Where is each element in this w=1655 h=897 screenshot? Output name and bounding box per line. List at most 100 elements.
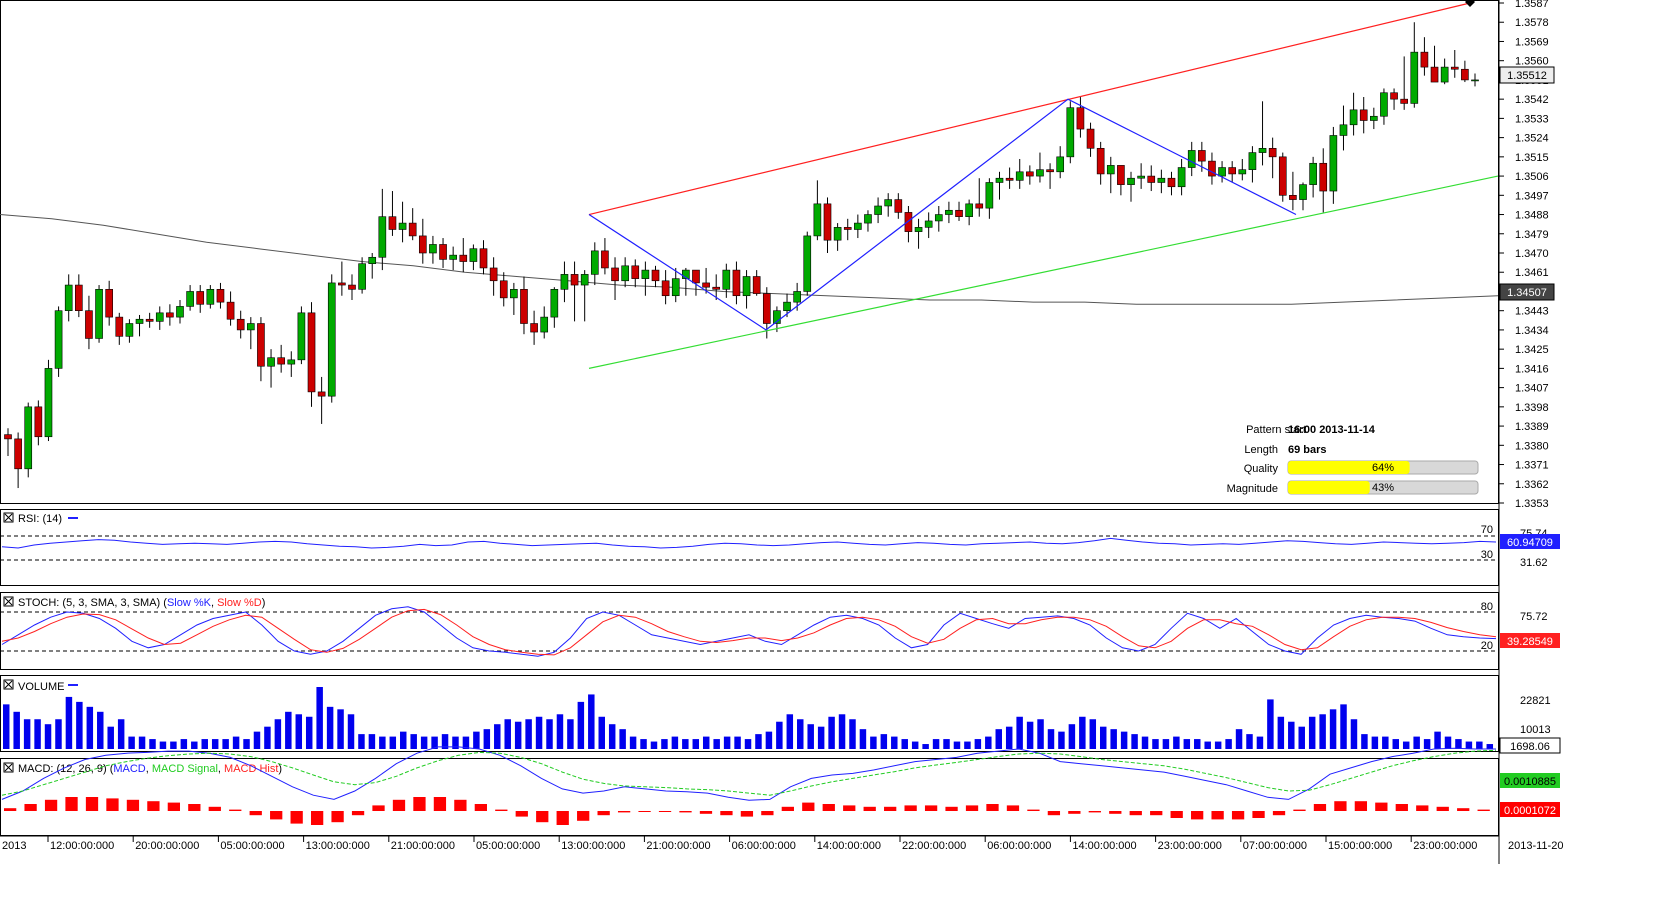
macd-hist-bar xyxy=(106,798,119,811)
time-axis-end: 2013-11-20 xyxy=(1508,840,1563,852)
volume-bar xyxy=(608,724,616,749)
candle-body xyxy=(1349,109,1358,126)
candle xyxy=(95,285,103,343)
candle-body xyxy=(742,276,751,297)
volume-bar xyxy=(734,736,741,749)
macd-hist-bar xyxy=(1416,805,1429,811)
volume-axis-mid: 10013 xyxy=(1520,724,1551,736)
macd-hist-bar xyxy=(126,799,140,811)
candle-body xyxy=(297,312,306,361)
volume-bar xyxy=(410,734,417,749)
candle-body xyxy=(54,310,63,369)
candle xyxy=(1026,165,1034,185)
volume-bar xyxy=(891,736,898,749)
candle xyxy=(176,300,184,324)
volume-bar xyxy=(1120,731,1128,749)
volume-title: VOLUME xyxy=(18,681,64,693)
candle-body xyxy=(499,280,508,299)
candle xyxy=(1390,88,1398,110)
candle xyxy=(621,257,629,288)
candle-body xyxy=(1198,150,1206,162)
volume-bar xyxy=(295,714,303,749)
volume-bar xyxy=(817,726,825,749)
time-tick-label: 23:00:00:000 xyxy=(1413,840,1477,852)
volume-bar xyxy=(1152,739,1159,749)
candle-body xyxy=(1258,147,1267,153)
candle xyxy=(1147,165,1156,192)
candle xyxy=(1096,141,1105,185)
pattern-magnitude-label: Magnitude xyxy=(1227,483,1278,495)
stoch-title: STOCH: (5, 3, SMA, 3, SMA) (Slow %K, Slo… xyxy=(18,597,265,609)
macd-separator-1: , xyxy=(146,763,152,775)
candle-body xyxy=(115,316,124,337)
macd-hist-bar xyxy=(1150,811,1163,816)
volume-bar xyxy=(117,719,125,749)
macd-hist-bar xyxy=(556,811,569,825)
time-tick-label: 14:00:00:000 xyxy=(1072,840,1136,852)
candle xyxy=(115,312,124,345)
candle-body xyxy=(14,438,22,470)
candle-body xyxy=(702,282,710,288)
stoch-close-icon xyxy=(4,597,13,606)
candle xyxy=(1086,122,1095,157)
candle xyxy=(1268,137,1277,179)
candle-body xyxy=(388,216,397,230)
macd-hist-bar xyxy=(208,806,221,811)
candle xyxy=(1187,141,1196,177)
macd-hist-bar xyxy=(781,806,794,811)
stoch-title-prefix: STOCH: (5, 3, SMA, 3, SMA) ( xyxy=(18,597,167,609)
macd-hist-bar xyxy=(515,811,528,817)
macd-hist-bar xyxy=(454,799,467,811)
volume-bar xyxy=(1089,719,1097,749)
candle-body xyxy=(1106,165,1115,175)
candle xyxy=(257,317,265,382)
volume-bar xyxy=(368,734,376,749)
price-tick-label: 1.3524 xyxy=(1515,133,1549,145)
macd-hist-bar xyxy=(1047,811,1061,816)
volume-bar xyxy=(1099,726,1107,749)
candle xyxy=(145,312,154,328)
macd-hist-bar xyxy=(1109,811,1122,814)
volume-bar xyxy=(911,741,919,749)
candle-body xyxy=(378,216,387,258)
candle-body xyxy=(267,357,275,367)
time-tick-label: 13:00:00:000 xyxy=(561,840,625,852)
volume-bar xyxy=(859,729,867,749)
macd-signal-name: MACD Signal xyxy=(152,763,218,775)
volume-bar xyxy=(44,724,52,749)
price-tick-label: 1.3407 xyxy=(1515,383,1549,395)
stoch-d-name: Slow %D xyxy=(217,597,262,609)
macd-title-suffix: ) xyxy=(278,763,282,775)
candle-body xyxy=(752,276,761,294)
volume-bar xyxy=(65,696,73,749)
candle-body xyxy=(985,182,994,209)
price-tick-label: 1.3380 xyxy=(1515,440,1549,452)
price-tick-label: 1.3569 xyxy=(1515,36,1549,48)
candle xyxy=(712,274,721,301)
volume-bar xyxy=(3,704,10,749)
candle xyxy=(1289,171,1297,211)
candle xyxy=(1127,171,1135,202)
macd-histogram xyxy=(4,797,1490,825)
volume-bar xyxy=(138,736,146,749)
candle-body xyxy=(479,248,488,269)
candle-body xyxy=(995,177,1004,183)
macd-value: 0.0010885 xyxy=(1504,776,1556,788)
candle xyxy=(1157,169,1166,194)
pattern-length-label: Length xyxy=(1244,444,1278,456)
volume-bar xyxy=(577,701,585,749)
candle xyxy=(864,210,872,232)
quality-value: 64% xyxy=(1372,462,1394,474)
macd-hist-bar xyxy=(372,805,385,811)
candle-body xyxy=(216,289,225,303)
candle xyxy=(1440,58,1449,85)
volume-bar xyxy=(358,734,365,749)
candle-body xyxy=(793,291,801,303)
candle-body xyxy=(530,323,538,333)
candle xyxy=(1380,88,1388,125)
candle-body xyxy=(510,289,518,299)
volume-bar xyxy=(786,714,794,749)
candle xyxy=(1076,97,1085,138)
candle-body xyxy=(1208,160,1216,177)
macd-hist-bar xyxy=(1027,809,1040,811)
